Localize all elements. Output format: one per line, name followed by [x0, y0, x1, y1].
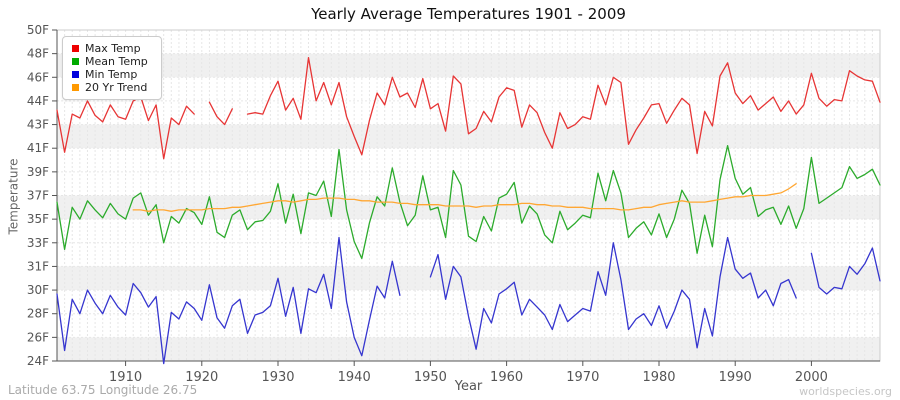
y-tick-label: 28F [27, 307, 49, 321]
legend-item-trend: 20 Yr Trend [72, 81, 148, 94]
y-tick-label: 31F [27, 259, 49, 273]
y-tick-label: 37F [27, 189, 49, 203]
y-tick-label: 26F [27, 330, 49, 344]
max-temp-swatch-icon [72, 45, 79, 52]
legend-label: 20 Yr Trend [85, 81, 148, 94]
x-tick-label: 1940 [338, 370, 371, 385]
min-temp-swatch-icon [72, 71, 79, 78]
x-tick-label: 2000 [795, 370, 828, 385]
series-line-max-temp [56, 56, 881, 160]
trend-swatch-icon [72, 84, 79, 91]
x-tick-label: 1960 [490, 370, 523, 385]
x-tick-label: 1930 [261, 370, 294, 385]
background-band [57, 337, 880, 361]
legend-label: Mean Temp [85, 55, 148, 68]
x-axis-title: Year [454, 379, 483, 394]
coordinates-note: Latitude 63.75 Longitude 26.75 [8, 383, 198, 397]
background-band [57, 53, 880, 78]
y-tick-label: 39F [27, 165, 49, 179]
legend-item-max-temp: Max Temp [72, 42, 148, 55]
y-tick-label: 46F [27, 70, 49, 84]
y-tick-label: 33F [27, 236, 49, 250]
x-tick-label: 1950 [414, 370, 447, 385]
x-tick-label: 1920 [185, 370, 218, 385]
y-tick-label: 44F [27, 94, 49, 108]
legend-label: Min Temp [85, 68, 138, 81]
legend-label: Max Temp [85, 42, 141, 55]
y-tick-label: 48F [27, 47, 49, 61]
series-line-min-temp [56, 236, 881, 365]
background-band [57, 124, 880, 149]
x-tick-label: 1990 [719, 370, 752, 385]
y-tick-label: 30F [27, 283, 49, 297]
series-line-mean-temp [56, 144, 881, 260]
legend: Max Temp Mean Temp Min Temp 20 Yr Trend [62, 36, 162, 100]
mean-temp-swatch-icon [72, 58, 79, 65]
y-tick-label: 41F [27, 141, 49, 155]
x-tick-label: 1980 [642, 370, 675, 385]
y-tick-label: 43F [27, 118, 49, 132]
series-line-20-yr-trend [132, 183, 797, 212]
x-tick-label: 1970 [566, 370, 599, 385]
y-tick-label: 35F [27, 212, 49, 226]
y-tick-label: 50F [27, 23, 49, 37]
x-tick-label: 1910 [109, 370, 142, 385]
legend-item-min-temp: Min Temp [72, 68, 148, 81]
y-axis-title: Temperature [6, 158, 21, 235]
chart-title: Yearly Average Temperatures 1901 - 2009 [311, 5, 626, 23]
legend-item-mean-temp: Mean Temp [72, 55, 148, 68]
watermark: worldspecies.org [799, 385, 892, 398]
y-tick-label: 24F [27, 354, 49, 368]
